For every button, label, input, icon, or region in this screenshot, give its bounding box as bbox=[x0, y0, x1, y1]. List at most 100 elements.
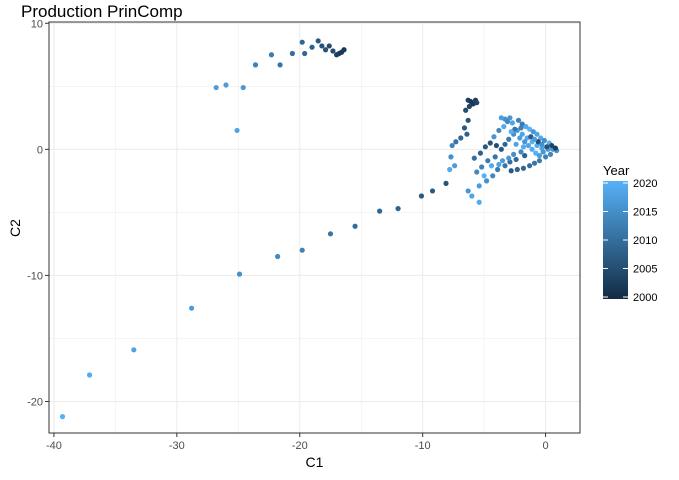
data-point bbox=[511, 151, 517, 157]
data-point bbox=[275, 253, 281, 260]
y-tick-label: 10 bbox=[31, 18, 43, 30]
data-point bbox=[506, 155, 512, 161]
data-point bbox=[496, 161, 502, 168]
data-point bbox=[309, 44, 315, 50]
legend-title: Year bbox=[603, 163, 630, 178]
data-point bbox=[498, 146, 504, 152]
data-point bbox=[507, 115, 513, 121]
data-point bbox=[483, 178, 490, 184]
data-point bbox=[482, 144, 488, 150]
data-point bbox=[513, 141, 519, 147]
data-point bbox=[492, 154, 498, 160]
data-point bbox=[533, 150, 539, 156]
year-legend: Year 2000 2005 2010 2015 2020 bbox=[603, 163, 657, 304]
data-point bbox=[252, 62, 259, 68]
data-point bbox=[540, 149, 546, 155]
data-point bbox=[512, 126, 518, 132]
data-point bbox=[476, 183, 482, 189]
data-point bbox=[487, 140, 493, 146]
legend-tick-label: 2000 bbox=[633, 292, 657, 304]
data-point bbox=[352, 223, 358, 229]
data-point bbox=[515, 117, 522, 123]
data-point bbox=[488, 163, 495, 169]
data-point bbox=[541, 137, 547, 144]
data-point bbox=[542, 154, 549, 160]
data-point bbox=[531, 160, 538, 166]
chart-title: Production PrinComp bbox=[21, 2, 183, 21]
data-points bbox=[59, 38, 560, 420]
data-point bbox=[479, 164, 485, 170]
data-point bbox=[188, 305, 195, 311]
data-point bbox=[464, 131, 470, 137]
y-axis-ticks: -20 -10 0 10 bbox=[27, 18, 49, 408]
data-point bbox=[465, 117, 471, 123]
data-point bbox=[268, 52, 275, 58]
legend-tick-label: 2005 bbox=[633, 264, 657, 276]
data-point bbox=[476, 199, 482, 205]
data-point bbox=[277, 62, 283, 68]
data-point bbox=[493, 142, 500, 149]
data-point bbox=[534, 131, 540, 137]
legend-ticks: 2000 2005 2010 2015 2020 bbox=[603, 178, 657, 304]
data-point bbox=[477, 150, 484, 156]
data-point bbox=[504, 118, 511, 125]
data-point bbox=[536, 153, 543, 159]
data-point bbox=[330, 48, 336, 54]
data-point bbox=[506, 136, 512, 142]
data-point bbox=[469, 193, 475, 199]
x-tick-label: 0 bbox=[543, 440, 549, 452]
data-point bbox=[443, 180, 449, 186]
data-point bbox=[463, 107, 469, 113]
data-point bbox=[299, 247, 305, 253]
data-point bbox=[322, 47, 329, 53]
data-point bbox=[240, 84, 246, 91]
data-point bbox=[326, 43, 332, 49]
data-point bbox=[223, 82, 229, 88]
data-point bbox=[527, 163, 533, 169]
data-point bbox=[377, 208, 383, 214]
data-point bbox=[490, 173, 496, 179]
data-point bbox=[131, 347, 137, 353]
data-point bbox=[520, 144, 527, 150]
x-tick-label: -40 bbox=[46, 440, 62, 452]
data-point bbox=[449, 142, 455, 149]
data-point bbox=[527, 126, 533, 132]
data-point bbox=[552, 145, 559, 151]
data-point bbox=[418, 193, 425, 199]
data-point bbox=[485, 158, 491, 164]
data-point bbox=[474, 100, 480, 106]
legend-tick-label: 2020 bbox=[633, 178, 657, 190]
data-point bbox=[234, 127, 240, 134]
data-point bbox=[528, 134, 534, 140]
data-point bbox=[539, 141, 545, 147]
data-point bbox=[327, 231, 334, 237]
data-point bbox=[536, 158, 543, 164]
data-point bbox=[535, 139, 541, 145]
data-point bbox=[465, 188, 471, 194]
panel-border bbox=[48, 21, 581, 434]
y-tick-label: -20 bbox=[27, 396, 43, 408]
data-point bbox=[520, 165, 527, 171]
data-point bbox=[517, 135, 523, 141]
data-point bbox=[522, 139, 528, 145]
data-point bbox=[495, 166, 501, 173]
data-point bbox=[429, 188, 436, 194]
x-tick-label: -20 bbox=[292, 440, 308, 452]
data-point bbox=[452, 163, 458, 169]
data-point bbox=[299, 39, 305, 45]
y-tick-label: 0 bbox=[37, 144, 43, 156]
data-point bbox=[481, 173, 487, 179]
data-point bbox=[236, 271, 243, 277]
data-point bbox=[508, 129, 514, 135]
data-point bbox=[531, 136, 538, 142]
data-point bbox=[518, 125, 524, 131]
data-point bbox=[508, 168, 514, 174]
data-point bbox=[509, 120, 515, 126]
y-axis-title: C2 bbox=[7, 219, 23, 237]
data-point bbox=[518, 149, 524, 155]
data-point bbox=[466, 103, 472, 110]
data-point bbox=[513, 156, 519, 163]
data-point bbox=[289, 50, 295, 57]
data-point bbox=[502, 163, 508, 169]
